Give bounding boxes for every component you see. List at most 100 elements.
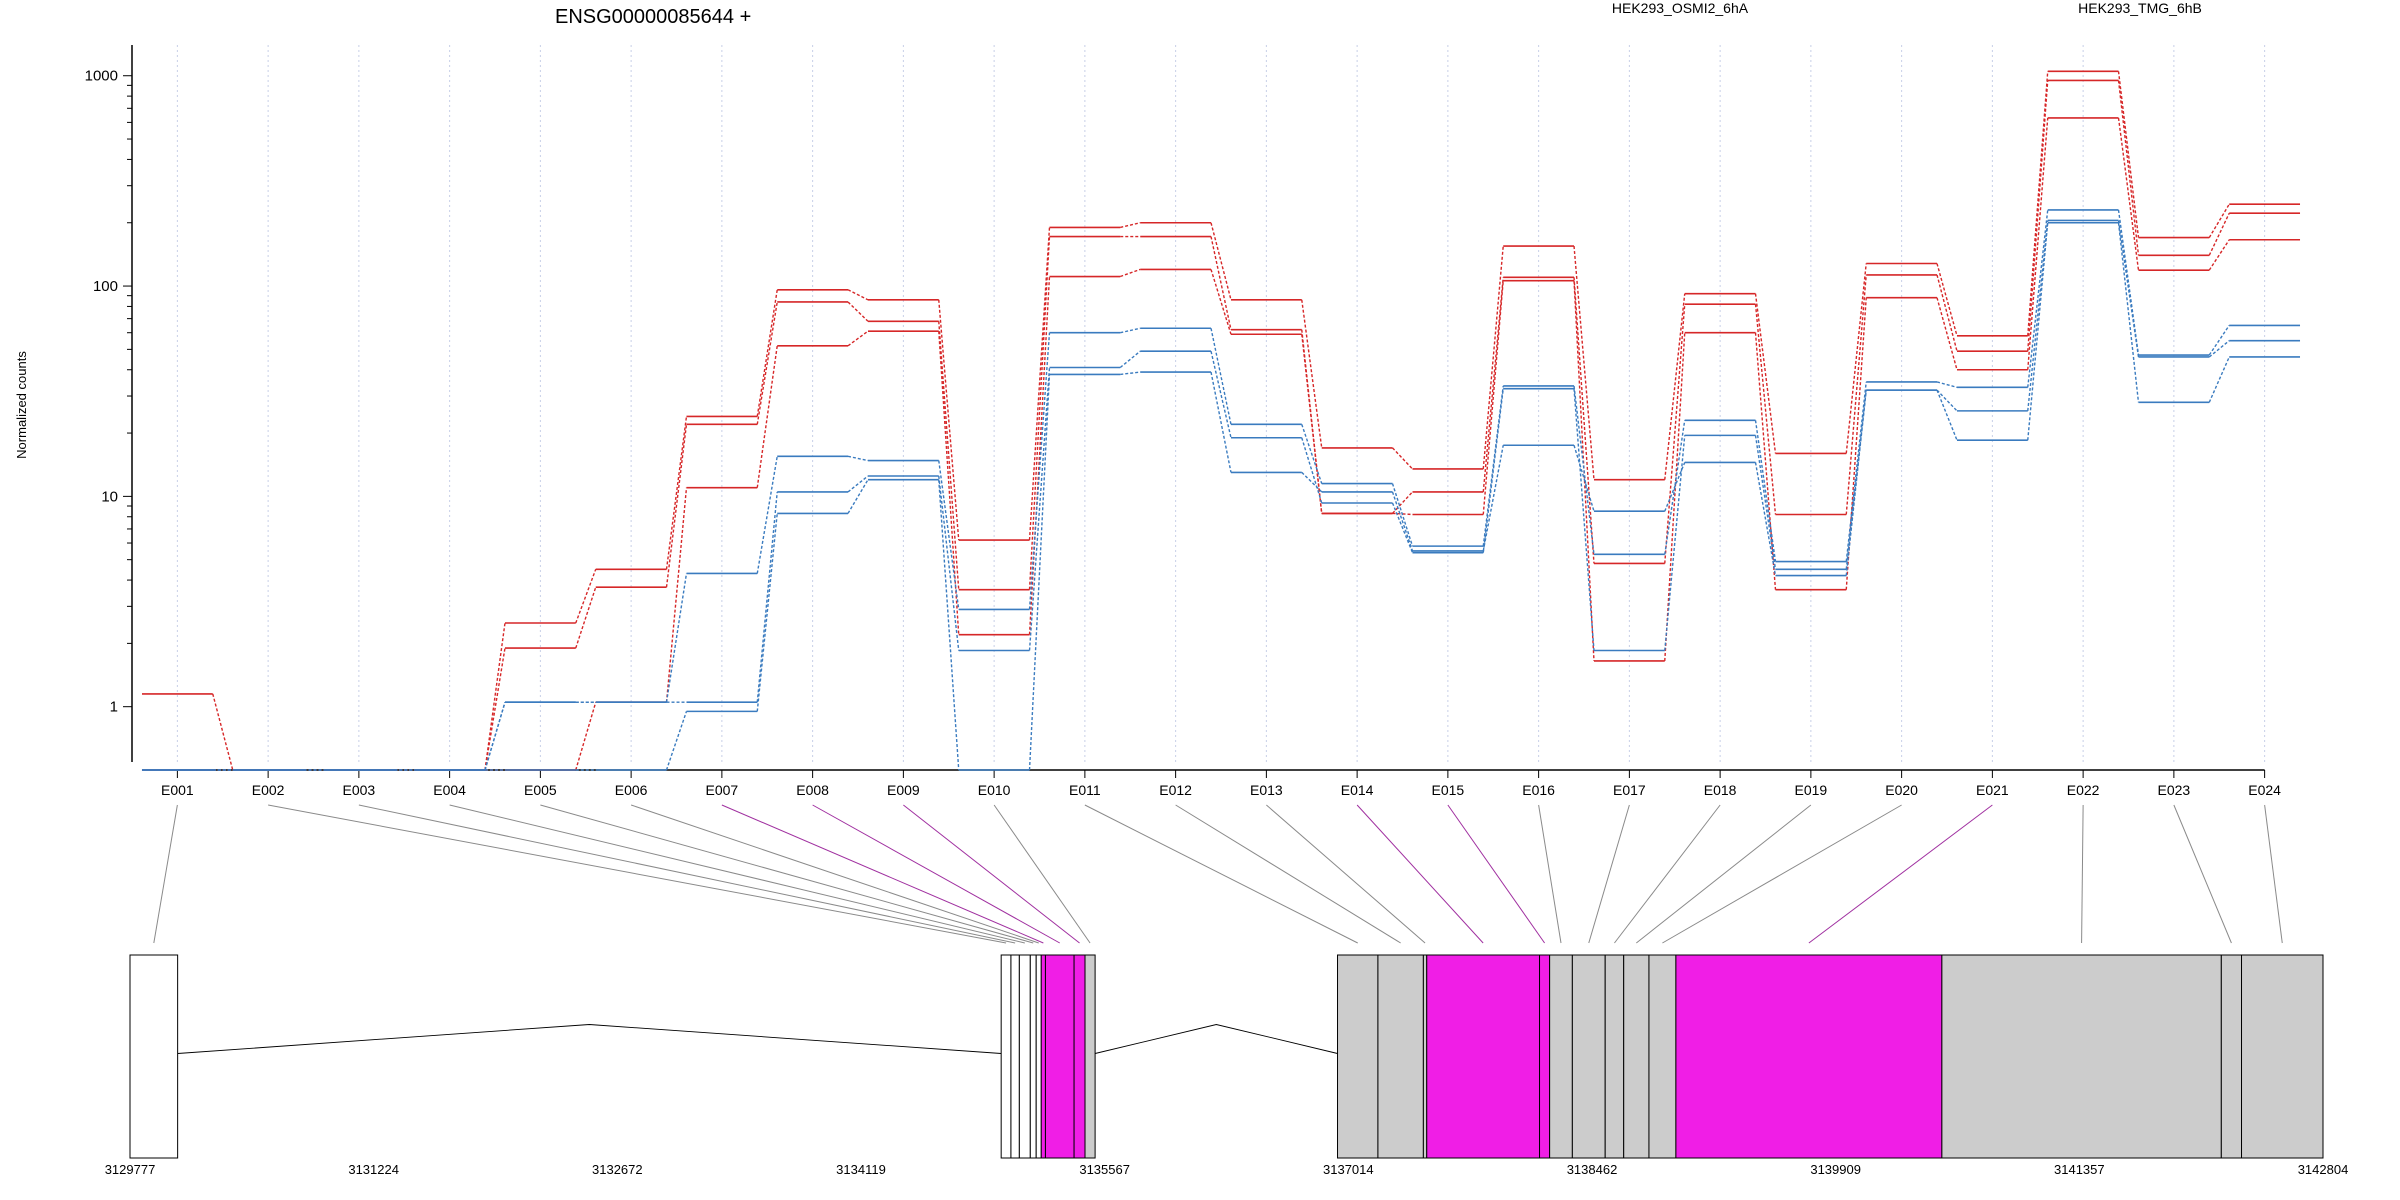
legend-label-tmg: HEK293_TMG_6hB (2078, 0, 2202, 16)
x-tick-label-E024: E024 (2248, 782, 2281, 798)
series-3-link (938, 460, 960, 610)
series-4-link (1936, 389, 1958, 412)
connector-E016 (1538, 804, 1562, 944)
series-5-link (2027, 222, 2049, 441)
series-2-link (1664, 332, 1686, 661)
connector-E005 (540, 804, 1034, 944)
x-axis: E001 E002 E003 E004 E005 E006 E007 E008 E009 E010… (161, 769, 2281, 798)
series-1-link (2117, 80, 2140, 256)
series-5-link (1664, 462, 1686, 512)
series-2-link (1028, 276, 1051, 635)
series-4-link (847, 475, 869, 493)
x-tick-label-E011: E011 (1069, 782, 1101, 798)
genomic-tick-label: 3138462 (1567, 1162, 1618, 1177)
series-4-link (1664, 435, 1686, 651)
connector-E002 (268, 804, 1007, 944)
gene-model (129, 954, 2324, 1159)
series-2-link (1301, 334, 1323, 514)
x-tick-label-E014: E014 (1341, 782, 1374, 798)
connector-E021 (1808, 804, 1993, 944)
series-4-link (938, 475, 960, 651)
series-5-link (2208, 356, 2230, 403)
exon-E017 (1571, 954, 1606, 1159)
x-tick-label-E009: E009 (887, 782, 920, 798)
series-0-link (1573, 245, 1595, 480)
series-5-link (1573, 445, 1595, 512)
series-0-link (756, 289, 778, 417)
series-4-link (1028, 367, 1051, 651)
series-2-link (1482, 280, 1504, 515)
series-1-link (1664, 304, 1686, 564)
exon-E011 (1337, 954, 1379, 1159)
x-tick-label-E018: E018 (1704, 782, 1737, 798)
exon-E018 (1604, 954, 1625, 1159)
series-3-link (1120, 327, 1141, 334)
series-3-link (1936, 381, 1958, 388)
series-0-link (665, 416, 688, 570)
series-5-link (1028, 374, 1051, 771)
series-3-link (665, 573, 688, 703)
series-2-link (1845, 297, 1867, 590)
exon-E002 (1000, 954, 1012, 1159)
legend-label-osmi2: HEK293_OSMI2_6hA (1612, 0, 1749, 16)
series-2 (141, 117, 2301, 771)
connector-E009 (903, 804, 1080, 944)
x-tick-label-E010: E010 (978, 782, 1011, 798)
connector-E011 (1084, 804, 1358, 944)
series-4-link (2027, 220, 2049, 411)
connector-E012 (1175, 804, 1401, 944)
chart-text: ENSG00000085644 + HEK293_OSMI2_6hA HEK29… (14, 0, 2202, 459)
series-0-link (1482, 245, 1504, 470)
series-4 (141, 219, 2301, 771)
series-5-link (1391, 491, 1414, 552)
x-tick-label-E022: E022 (2067, 782, 2100, 798)
intron-line (177, 1024, 1002, 1054)
series-5-link (1210, 371, 1232, 473)
series-2-link (756, 345, 778, 488)
exon-E023 (2220, 954, 2243, 1159)
exon-E022 (1941, 954, 2222, 1159)
series-4-link (1210, 351, 1232, 438)
series-3-link (1754, 420, 1777, 562)
series-1-link (575, 586, 597, 649)
series-2-link (938, 331, 960, 635)
series-3 (141, 209, 2301, 771)
exon-E010 (1084, 954, 1096, 1159)
series-3-link (1210, 328, 1232, 425)
connector-E006 (630, 804, 1039, 944)
series-5-link (1754, 462, 1777, 576)
y-tick-label: 10 (101, 488, 118, 505)
exon-E005 (1029, 954, 1037, 1159)
series-1 (141, 79, 2301, 771)
series-2-link (1392, 512, 1413, 516)
y-tick-label: 100 (93, 278, 118, 295)
series-0-link (847, 289, 869, 301)
x-tick-label-E006: E006 (615, 782, 648, 798)
exon-E016 (1549, 954, 1573, 1159)
series-lines (141, 70, 2301, 771)
connector-E019 (1636, 804, 1812, 944)
connector-E020 (1662, 804, 1902, 944)
series-0-link (1936, 263, 1958, 336)
exon-E020 (1648, 954, 1677, 1159)
genomic-tick-label: 3131224 (348, 1162, 399, 1177)
series-0-link (1120, 222, 1141, 229)
connector-E008 (812, 804, 1061, 944)
x-tick-label-E016: E016 (1522, 782, 1555, 798)
series-5-link (1120, 371, 1141, 376)
series-5 (141, 221, 2301, 771)
exon-E013 (1422, 954, 1428, 1159)
series-2-link (2027, 117, 2049, 370)
x-tick-label-E012: E012 (1159, 782, 1192, 798)
series-4-link (2208, 340, 2230, 358)
series-1-link (847, 301, 869, 322)
series-5-link (1845, 390, 1867, 576)
connector-E017 (1588, 804, 1630, 944)
exon-E006 (1035, 954, 1042, 1159)
intron-line (1095, 1024, 1338, 1054)
exon-E009 (1073, 954, 1086, 1159)
series-3-link (1845, 381, 1867, 562)
series-4-link (2117, 220, 2140, 358)
exon-E021 (1675, 954, 1943, 1159)
exon-E008 (1044, 954, 1075, 1159)
